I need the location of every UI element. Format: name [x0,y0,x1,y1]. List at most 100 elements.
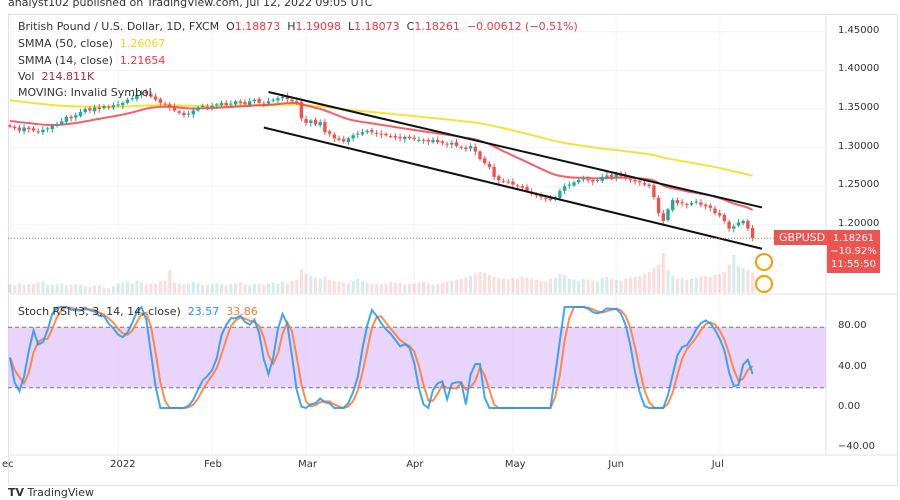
volume-bar [647,272,651,293]
candle-body [332,134,336,139]
smma50-legend[interactable]: SMMA (50, close) 1.26067 [18,37,165,50]
candle-body [708,205,712,208]
candle-body [699,202,703,205]
volume-bar [549,278,552,293]
candle-body [299,102,304,119]
price-tick: 1.35000 [838,102,880,113]
volume-bar [205,284,209,293]
candle-body [661,213,665,221]
volume-legend[interactable]: Vol 214.811K [18,70,94,83]
candle-body [374,132,379,134]
candle-body [144,91,148,94]
candle-body [327,131,332,134]
volume-bar [337,281,341,293]
candle-body [642,183,647,185]
volume-bar [506,279,510,293]
volume-bar [116,283,120,293]
volume-bar [79,284,82,293]
volume-bar [661,253,665,293]
volume-bar [469,275,473,293]
candle-body [266,101,271,104]
volume-bar [596,281,599,293]
volume-bar [412,283,416,293]
volume-bar [553,277,557,293]
volume-bar [229,283,233,293]
candle-body [210,105,214,108]
volume-bar [619,280,623,293]
volume-bar [708,276,712,293]
volume-bar [126,281,129,293]
candle-body [440,141,445,143]
candle-body [280,96,285,99]
volume-bar [567,278,571,293]
volume-bar [234,283,238,293]
candle-body [50,125,54,130]
candle-body [36,131,40,133]
volume-bar [539,280,543,293]
candle-body [421,139,426,141]
close-value: 1.18261 [414,20,460,33]
candle-body [483,158,487,164]
stoch-legend[interactable]: Stoch RSI (3, 3, 14, 14, close) 23.57 33… [18,305,258,318]
candle-body [736,222,741,226]
open-value: 1.18873 [234,20,281,33]
candle-body [238,101,242,103]
volume-bar [365,282,369,293]
candle-body [577,180,581,183]
volume-bar [492,276,496,293]
candle-body [379,133,383,135]
volume-bar [144,284,148,293]
volume-bar [497,277,501,293]
footer-brand: TradingView [27,486,94,499]
candle-body [417,139,421,141]
volume-bar [370,283,374,293]
volume-bar [210,283,214,293]
candle-body [609,174,614,177]
volume-bar [379,284,383,293]
publisher-header: analyst102 published on TradingView.com,… [8,0,373,9]
volume-bar [722,272,726,293]
candle-body [666,209,670,221]
volume-bar [32,284,35,293]
candle-body [398,136,402,139]
stoch-k-value: 23.57 [187,305,220,318]
chart-frame[interactable] [8,14,898,486]
smma14-legend[interactable]: SMMA (14, close) 1.21654 [18,54,165,67]
smma50-line [9,99,753,177]
candle-body [163,103,167,105]
volume-bar [224,285,228,293]
high-label: H [287,20,296,33]
stoch-d-value: 33.86 [226,305,258,318]
candle-body [595,180,600,182]
volume-bar [431,284,435,293]
volume-bar [332,280,336,293]
volume-bar [346,283,350,293]
volume-bar [624,278,628,293]
stoch-tick: 40.00 [838,360,867,372]
volume-bar [393,282,397,293]
candle-body [121,102,125,106]
stoch-tick: 0.00 [838,401,861,412]
volume-bar [605,276,609,293]
candle-body [694,201,698,203]
candle-body [111,105,116,108]
volume-bar [220,284,223,293]
candle-body [45,128,50,130]
candle-body [600,176,604,181]
volume-bar [13,285,17,293]
candle-body [478,151,482,160]
moving-legend[interactable]: MOVING: Invalid Symbol [18,86,152,99]
volume-bar [27,283,31,293]
candle-body [581,178,586,180]
smma14-label: SMMA (14, close) [18,54,113,67]
candle-body [248,101,252,106]
smma50-label: SMMA (50, close) [18,37,113,50]
candle-body [647,184,651,187]
volume-bar [417,282,421,293]
volume-bar [342,282,346,293]
candle-body [680,202,684,204]
volume-bar [408,283,411,293]
volume-bar [502,278,505,293]
candle-body [262,103,266,105]
